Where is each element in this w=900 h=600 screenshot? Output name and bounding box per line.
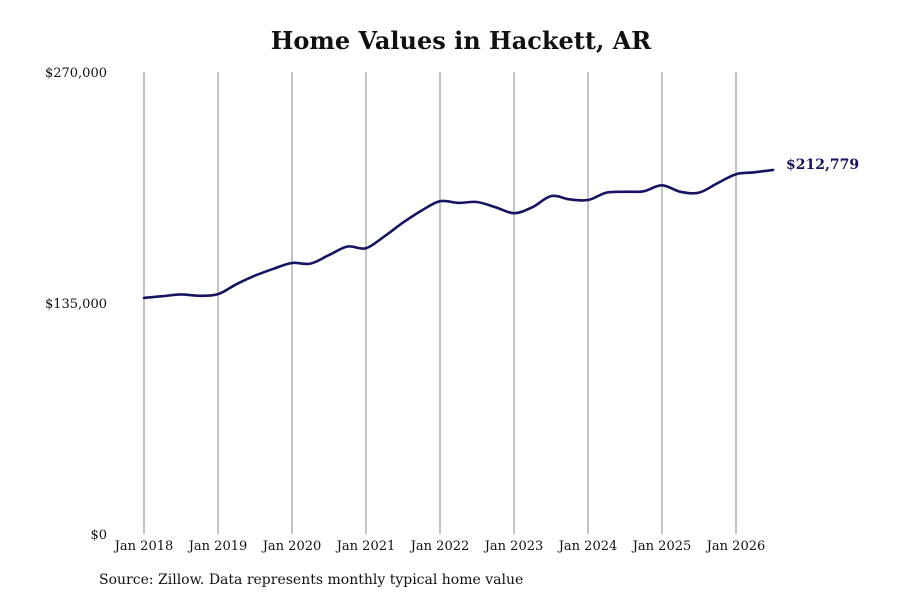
data-point (347, 246, 349, 248)
end-value-label: $212,779 (786, 157, 859, 173)
x-tick-label: Jan 2020 (261, 539, 322, 554)
data-point (569, 199, 571, 201)
x-tick-label: Jan 2025 (631, 539, 692, 554)
data-point (180, 294, 182, 296)
x-tick-label: Jan 2019 (187, 539, 248, 554)
home-value-line (142, 168, 775, 300)
data-point (328, 254, 330, 256)
x-axis: Jan 2018 Jan 2019 Jan 2020 Jan 2021 Jan 2022… (113, 539, 766, 554)
data-point (550, 195, 552, 197)
x-tick-label: Jan 2018 (113, 539, 174, 554)
data-point (476, 201, 478, 203)
y-tick-label: $270,000 (45, 66, 107, 81)
data-point (606, 192, 608, 194)
chart-title: Home Values in Hackett, AR (270, 26, 652, 55)
data-point (495, 206, 497, 208)
gridlines (143, 72, 737, 534)
data-point (458, 202, 460, 204)
data-point (587, 199, 589, 201)
data-point (421, 210, 423, 212)
data-point (717, 182, 719, 184)
data-point (624, 191, 626, 193)
data-point (439, 200, 441, 202)
data-point (217, 293, 219, 295)
data-point (680, 191, 682, 193)
data-point (254, 275, 256, 277)
data-point (384, 236, 386, 238)
data-point (661, 185, 663, 187)
x-tick-label: Jan 2023 (483, 539, 544, 554)
y-axis: $0 $135,000 $270,000 (45, 66, 107, 543)
data-point (735, 173, 737, 175)
x-tick-label: Jan 2022 (409, 539, 470, 554)
series-line (142, 168, 775, 300)
data-point (513, 212, 515, 214)
x-tick-label: Jan 2024 (557, 539, 618, 554)
data-point (754, 172, 756, 174)
x-tick-label: Jan 2021 (335, 539, 396, 554)
end-value-label-text: $212,779 (786, 157, 859, 173)
data-point (643, 191, 645, 193)
data-point (310, 263, 312, 265)
data-point (236, 283, 238, 285)
x-tick-label: Jan 2026 (705, 539, 766, 554)
data-point (532, 206, 534, 208)
data-point (698, 192, 700, 194)
data-point (199, 295, 201, 297)
data-point (365, 247, 367, 249)
data-point (143, 297, 145, 299)
data-point (402, 222, 404, 224)
source-note: Source: Zillow. Data represents monthly … (99, 572, 524, 588)
data-point (772, 169, 774, 171)
data-point (291, 262, 293, 264)
data-point (273, 268, 275, 270)
y-tick-label: $0 (90, 528, 107, 543)
y-tick-label: $135,000 (45, 297, 107, 312)
data-point (162, 295, 164, 297)
